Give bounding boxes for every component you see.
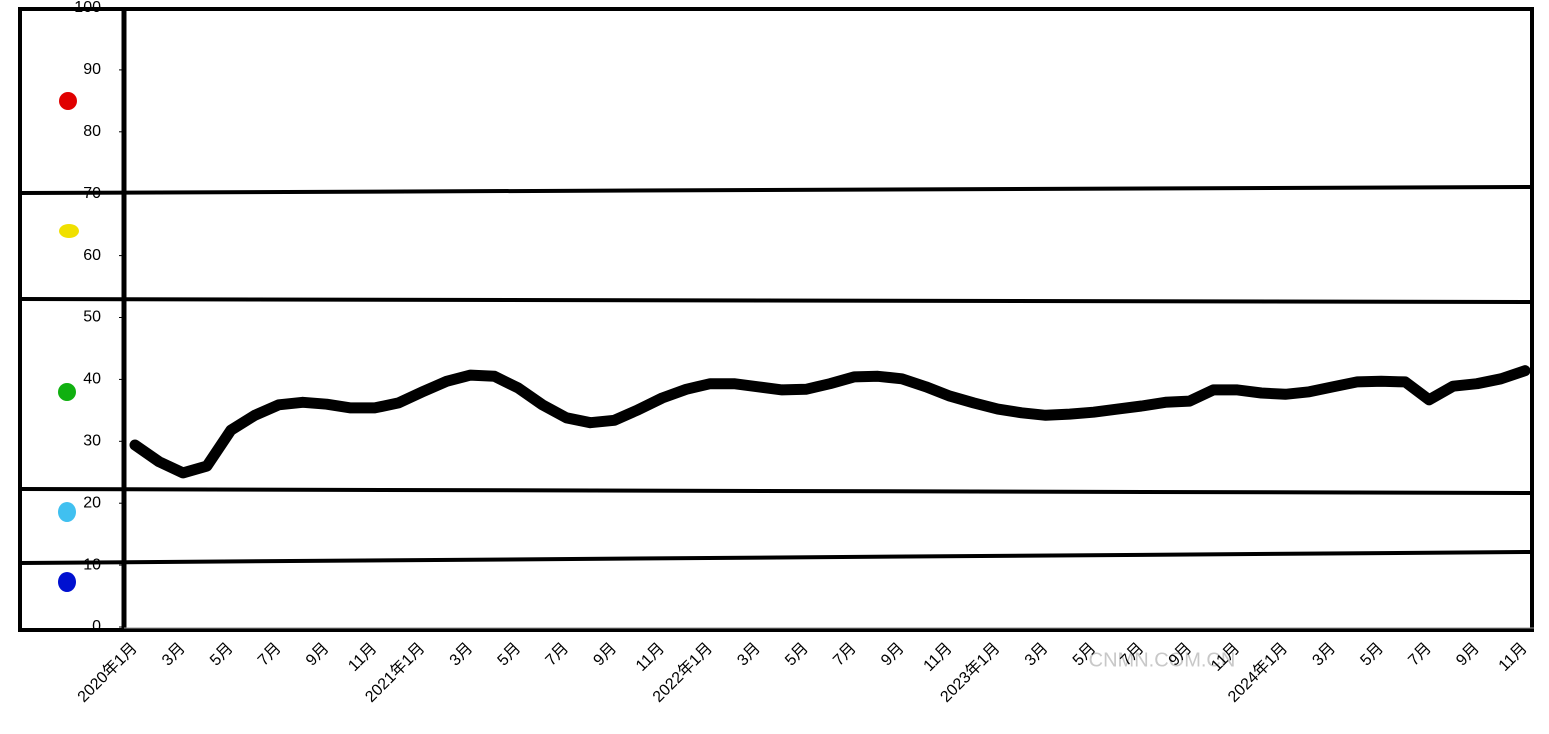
- y-tick-label: 60: [83, 247, 101, 264]
- frame: [18, 7, 1534, 632]
- x-tick-label: 9月: [303, 640, 333, 670]
- x-tick-label: 5月: [495, 640, 525, 670]
- x-tick-label: 9月: [1453, 640, 1483, 670]
- x-tick-label: 3月: [1022, 640, 1052, 670]
- x-tick-label: 5月: [782, 640, 812, 670]
- y-tick-label: 40: [83, 371, 101, 388]
- y-tick-label: 90: [83, 61, 101, 78]
- watermark: CNMN.COM.CN: [1089, 649, 1236, 671]
- x-tick-label: 3月: [159, 640, 189, 670]
- x-tick-label: 7月: [830, 640, 860, 670]
- x-tick-label: 11月: [921, 640, 956, 675]
- y-tick-label: 0: [92, 618, 101, 635]
- x-tick-label: 5月: [1357, 640, 1387, 670]
- x-tick-label: 3月: [734, 640, 764, 670]
- zone-line: [19, 185, 1533, 195]
- y-tick-label: 30: [83, 433, 101, 450]
- x-tick-label: 7月: [543, 640, 573, 670]
- x-tick-label: 9月: [590, 640, 620, 670]
- y-tick-label: 10: [83, 556, 101, 573]
- zone-line: [19, 550, 1533, 565]
- x-tick-label: 11月: [345, 640, 380, 675]
- x-tick-label: 11月: [1496, 640, 1531, 675]
- zone-dot: [58, 572, 76, 592]
- zone-line: [19, 297, 1533, 304]
- x-tick-label: 7月: [1405, 640, 1435, 670]
- zone-dot: [59, 92, 77, 110]
- x-tick-label: 9月: [878, 640, 908, 670]
- x-tick-label: 3月: [447, 640, 477, 670]
- data-line: [129, 365, 1531, 479]
- y-tick-label: 80: [83, 123, 101, 140]
- y-tick-label: 100: [74, 0, 101, 16]
- y-tick-label: 50: [83, 309, 101, 326]
- x-tick-label: 11月: [633, 640, 668, 675]
- zone-dot: [59, 224, 79, 238]
- zone-line: [19, 487, 1533, 495]
- y-tick-label: 20: [83, 494, 101, 511]
- x-tick-label: 5月: [207, 640, 237, 670]
- y-tick-label: 70: [83, 185, 101, 202]
- x-tick-label: 2020年1月: [74, 639, 141, 706]
- zone-dot: [58, 383, 76, 401]
- x-tick-label: 7月: [255, 640, 285, 670]
- x-tick-label: 3月: [1309, 640, 1339, 670]
- zone-dot: [58, 502, 76, 522]
